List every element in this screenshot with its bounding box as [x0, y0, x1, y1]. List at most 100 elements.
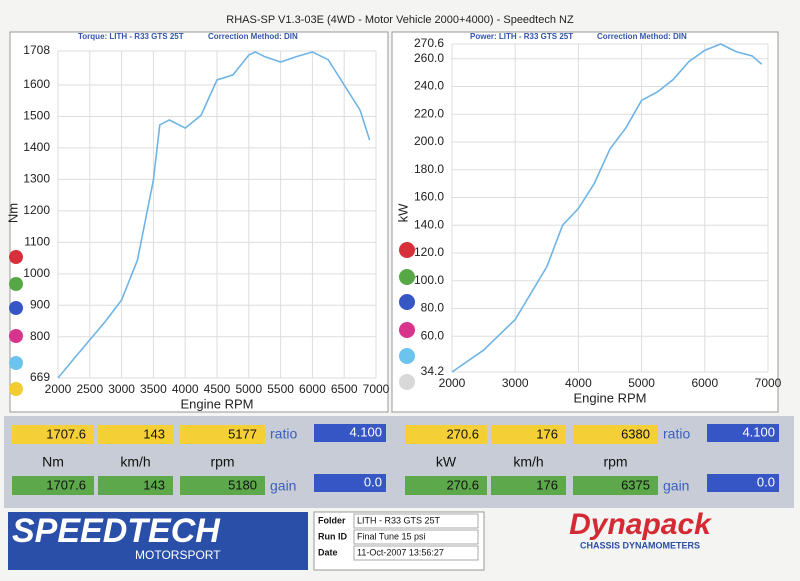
y-axis-label: kW [395, 203, 410, 223]
gain-label: gain [663, 478, 689, 494]
torque-frame [9, 31, 389, 413]
chart-subtitle: Correction Method: DIN [208, 32, 298, 41]
y-tick-label: 1300 [23, 172, 50, 186]
gain-label: gain [270, 478, 296, 494]
peak-value: 270.6 [446, 426, 479, 441]
info-field [353, 513, 479, 529]
y-tick-label: 60.0 [421, 328, 445, 342]
y-tick-label: 220.0 [414, 106, 444, 120]
current-value: 1707.6 [46, 477, 86, 492]
peak-value: 176 [536, 426, 558, 441]
y-tick-label: 140.0 [414, 217, 444, 231]
y-tick-label: 240.0 [414, 79, 444, 93]
y-tick-label: 270.6 [414, 36, 444, 50]
x-tick-label: 2500 [76, 382, 103, 396]
current-value: 270.6 [446, 477, 479, 492]
y-tick-label: 80.0 [421, 301, 445, 315]
info-label: Folder [318, 515, 346, 525]
info-label: Run ID [318, 531, 347, 541]
y-tick-label: 1100 [24, 235, 50, 249]
gain-value: 0.0 [364, 474, 382, 489]
current-box [180, 476, 265, 495]
y-tick-label: 1600 [23, 77, 50, 91]
info-value: Final Tune 15 psi [357, 531, 426, 541]
dot [9, 329, 23, 343]
speedtech-logo-bg [8, 512, 308, 570]
x-axis-label: Engine RPM [181, 396, 254, 411]
curve [451, 43, 763, 373]
y-tick-label: 1000 [23, 266, 50, 280]
dot [399, 269, 415, 285]
x-tick-label: 3500 [140, 382, 167, 396]
y-tick-label: 160.0 [414, 190, 444, 204]
current-box [491, 476, 566, 495]
current-box [98, 476, 173, 495]
peak-box [491, 425, 566, 444]
ratio-label: ratio [270, 426, 297, 442]
y-tick-label: 120.0 [414, 245, 444, 259]
y-tick-label: 200.0 [414, 134, 444, 148]
y-tick-label: 1400 [23, 140, 50, 154]
ratio-box [707, 424, 779, 442]
info-field [353, 545, 479, 561]
y-tick-label: 34.2 [421, 364, 445, 378]
peak-value: 1707.6 [46, 426, 86, 441]
x-tick-label: 4500 [204, 382, 231, 396]
chart-subtitle: Correction Method: DIN [597, 32, 687, 41]
current-value: 5180 [228, 477, 257, 492]
unit-label: km/h [120, 454, 150, 470]
current-box [573, 476, 658, 495]
x-tick-label: 5500 [267, 382, 294, 396]
x-tick-label: 4000 [565, 376, 592, 390]
unit-label: Nm [42, 454, 64, 470]
info-field [353, 529, 479, 545]
chart-title: Power: LITH - R33 GTS 25T [470, 32, 573, 41]
peak-box [180, 425, 265, 444]
x-tick-label: 6500 [331, 382, 358, 396]
x-tick-label: 7000 [363, 382, 390, 396]
torque-dots [9, 250, 23, 396]
dot [9, 277, 23, 291]
sheet-title: RHAS-SP V1.3-03E (4WD - Motor Vehicle 20… [226, 14, 574, 26]
x-tick-label: 6000 [691, 376, 718, 390]
y-tick-label: 900 [30, 297, 50, 311]
info-label: Date [318, 547, 338, 557]
peak-box [405, 425, 487, 444]
y-tick-label: 100.0 [414, 273, 444, 287]
x-tick-label: 3000 [108, 382, 135, 396]
unit-label: km/h [513, 454, 543, 470]
chart-title: Torque: LITH - R33 GTS 25T [78, 32, 184, 41]
y-tick-label: 260.0 [414, 51, 444, 65]
x-tick-label: 4000 [172, 382, 199, 396]
peak-value: 143 [143, 426, 165, 441]
current-value: 176 [536, 477, 558, 492]
info-value: 11-Oct-2007 13:56:27 [357, 547, 444, 557]
ratio-label: ratio [663, 426, 690, 442]
power-dots [399, 242, 415, 390]
x-tick-label: 7000 [755, 376, 782, 390]
unit-label: rpm [603, 454, 627, 470]
x-tick-label: 2000 [439, 376, 466, 390]
unit-label: rpm [210, 454, 234, 470]
y-tick-label: 1200 [23, 203, 50, 217]
ratio-value: 4.100 [742, 424, 775, 439]
x-tick-label: 5000 [628, 376, 655, 390]
x-tick-label: 2000 [45, 382, 72, 396]
x-tick-label: 3000 [502, 376, 529, 390]
peak-value: 5177 [228, 426, 257, 441]
dot [399, 294, 415, 310]
y-axis-label: Nm [5, 203, 20, 223]
dot [9, 382, 23, 396]
current-value: 143 [143, 477, 165, 492]
motorsport-text: MOTORSPORT [135, 548, 221, 562]
dot [399, 348, 415, 364]
dot [399, 322, 415, 338]
current-box [405, 476, 487, 495]
y-tick-label: 1500 [23, 109, 50, 123]
current-box [12, 476, 94, 495]
y-tick-label: 180.0 [414, 162, 444, 176]
y-tick-label: 669 [30, 370, 50, 384]
y-tick-label: 800 [30, 329, 50, 343]
curve [57, 51, 371, 379]
